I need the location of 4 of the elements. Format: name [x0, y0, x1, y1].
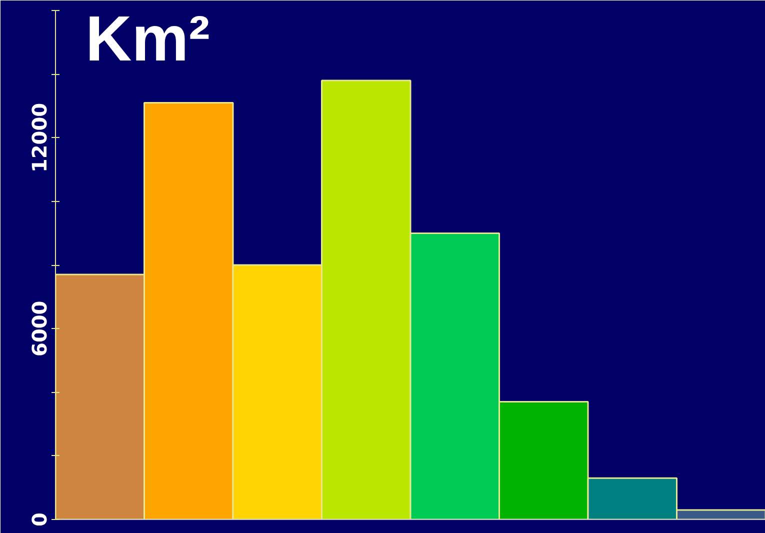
- chart-title: Km²: [86, 2, 210, 74]
- y-tick-label: 0: [28, 512, 52, 526]
- y-tick-label: 12000: [28, 102, 52, 173]
- y-tick-label: 6000: [28, 300, 52, 356]
